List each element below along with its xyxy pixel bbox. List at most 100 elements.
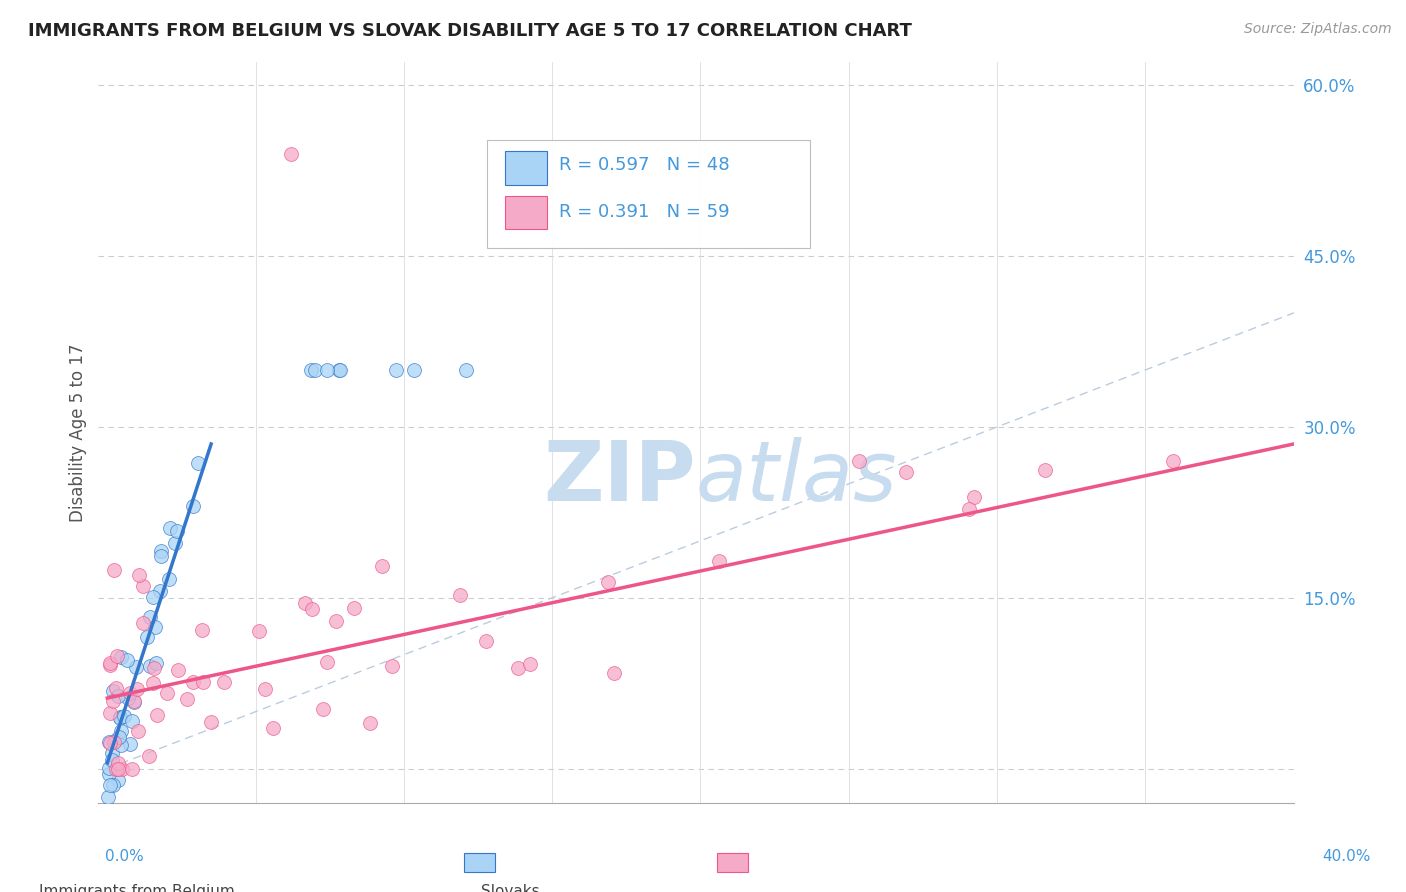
Point — [894, 465, 917, 479]
Point — [103, 735, 125, 749]
Point — [107, 772, 129, 787]
Point — [98, 736, 121, 750]
Text: Slovaks: Slovaks — [481, 884, 540, 892]
Point — [97, 735, 120, 749]
Point — [100, 746, 122, 760]
Point — [132, 579, 155, 593]
Point — [124, 693, 146, 707]
Point — [294, 596, 316, 610]
Point — [962, 491, 984, 505]
Point — [98, 706, 121, 720]
Point — [157, 572, 180, 586]
Point — [107, 730, 129, 744]
Point — [138, 749, 160, 764]
Point — [329, 363, 352, 377]
Point — [101, 753, 124, 767]
Point — [707, 554, 730, 568]
Point — [181, 500, 204, 514]
Text: 40.0%: 40.0% — [1323, 849, 1371, 864]
Point — [120, 737, 142, 751]
Point — [1033, 463, 1056, 477]
Point — [104, 762, 127, 776]
Point — [200, 714, 222, 729]
Point — [98, 778, 121, 792]
Point — [247, 624, 270, 638]
Text: Source: ZipAtlas.com: Source: ZipAtlas.com — [1244, 22, 1392, 37]
Point — [125, 659, 148, 673]
Text: R = 0.597   N = 48: R = 0.597 N = 48 — [558, 155, 730, 174]
Point — [98, 657, 121, 672]
Point — [143, 620, 166, 634]
Point — [98, 656, 121, 670]
Point — [149, 543, 172, 558]
Text: R = 0.391   N = 59: R = 0.391 N = 59 — [558, 203, 730, 221]
Point — [125, 682, 148, 697]
Point — [143, 661, 166, 675]
Point — [316, 363, 339, 377]
Point — [104, 733, 127, 747]
Point — [957, 502, 980, 516]
Point — [359, 715, 381, 730]
Point — [848, 454, 870, 468]
Point — [165, 536, 187, 550]
Point — [191, 674, 214, 689]
Point — [155, 686, 177, 700]
Point — [142, 590, 165, 604]
Point — [262, 721, 284, 735]
Text: Immigrants from Belgium: Immigrants from Belgium — [39, 884, 235, 892]
Point — [519, 657, 541, 671]
Point — [110, 738, 132, 752]
Point — [108, 710, 131, 724]
Point — [1161, 453, 1184, 467]
Point — [311, 702, 333, 716]
Text: atlas: atlas — [696, 436, 897, 517]
Point — [299, 363, 322, 377]
Point — [475, 634, 498, 648]
FancyBboxPatch shape — [486, 140, 810, 247]
Point — [385, 363, 408, 377]
Point — [111, 762, 134, 776]
Point — [301, 602, 323, 616]
Point — [97, 790, 120, 805]
Point — [254, 681, 277, 696]
Point — [325, 614, 347, 628]
Point — [603, 666, 626, 681]
Point — [107, 648, 129, 663]
Point — [97, 761, 120, 775]
Point — [97, 766, 120, 780]
Point — [371, 559, 394, 574]
Point — [117, 690, 139, 705]
Point — [139, 610, 162, 624]
Text: 0.0%: 0.0% — [105, 849, 145, 864]
Point — [304, 363, 326, 377]
Point — [149, 583, 172, 598]
Point — [107, 762, 129, 776]
Point — [166, 524, 188, 538]
Point — [103, 778, 125, 792]
Bar — [505, 152, 547, 185]
Point — [167, 663, 190, 677]
Point — [146, 708, 169, 723]
Point — [108, 711, 131, 725]
Point — [136, 630, 159, 644]
Point — [456, 363, 478, 377]
Point — [145, 657, 167, 671]
Point — [328, 363, 350, 377]
Point — [118, 686, 141, 700]
Point — [139, 658, 162, 673]
Point — [121, 714, 143, 728]
Point — [596, 574, 619, 589]
Point — [449, 588, 471, 602]
Point — [149, 549, 172, 563]
Point — [187, 456, 209, 470]
Point — [159, 521, 181, 535]
Point — [115, 653, 138, 667]
Point — [103, 563, 125, 577]
Point — [402, 363, 425, 377]
Point — [101, 694, 124, 708]
Point — [181, 675, 204, 690]
Point — [105, 681, 128, 696]
Point — [280, 146, 302, 161]
Point — [107, 756, 129, 770]
Point — [128, 568, 150, 582]
